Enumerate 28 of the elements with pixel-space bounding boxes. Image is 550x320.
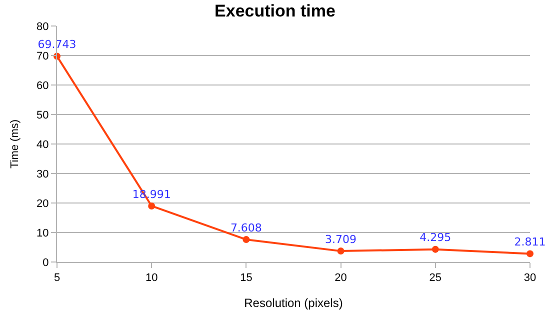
chart-title: Execution time — [214, 2, 336, 21]
point — [526, 250, 534, 258]
data-label: 69.743 — [38, 38, 76, 52]
y-tick-label: 10 — [36, 227, 49, 240]
point — [432, 246, 439, 253]
x-tick-label: 20 — [334, 272, 347, 284]
y-tick-label: 40 — [36, 138, 49, 151]
x-tick-label: 10 — [145, 272, 158, 284]
data-label: 3.709 — [325, 232, 357, 246]
point — [148, 202, 156, 210]
point — [242, 236, 250, 244]
data-label: 4.295 — [420, 231, 452, 244]
y-tick-label: 30 — [36, 168, 49, 180]
y-tick-label: 80 — [36, 20, 49, 33]
point — [337, 248, 344, 255]
x-axis-title: Resolution (pixels) — [244, 296, 343, 310]
x-tick-label: 30 — [524, 272, 536, 284]
data-label: 7.608 — [230, 221, 262, 234]
y-tick-label: 20 — [36, 198, 49, 210]
y-axis-title: Time (ms) — [9, 119, 22, 169]
x-tick-label: 15 — [240, 272, 252, 284]
y-tick-label: 50 — [36, 109, 49, 122]
x-tick-label: 25 — [429, 272, 442, 284]
y-tick-label: 70 — [36, 50, 49, 62]
y-tick-label: 60 — [36, 80, 49, 92]
y-tick-label: 0 — [42, 256, 49, 269]
data-label: 2.811 — [514, 236, 546, 249]
x-tick-label: 5 — [54, 272, 60, 284]
